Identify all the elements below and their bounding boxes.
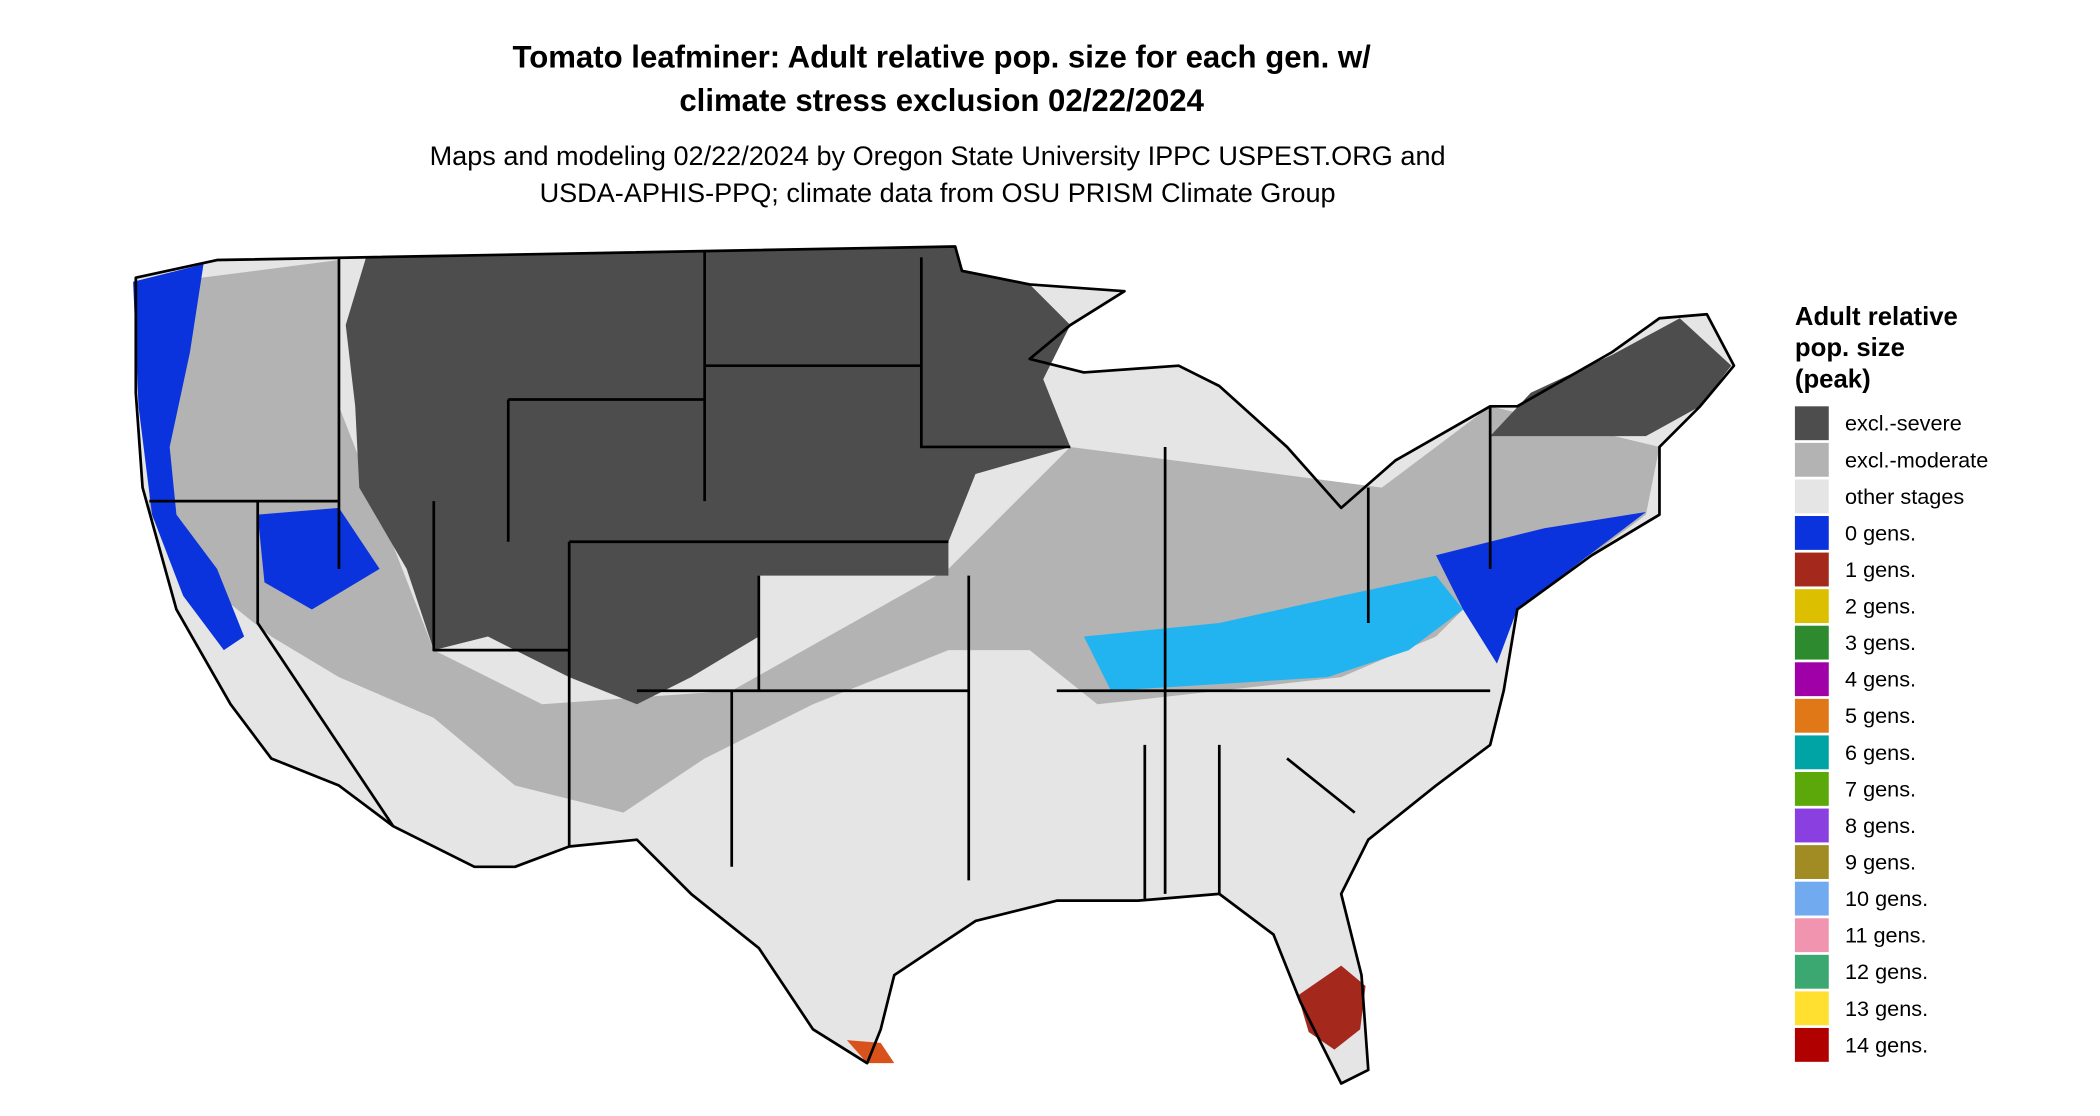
legend-title: Adult relative	[1795, 303, 1958, 331]
legend-swatch	[1794, 881, 1829, 916]
legend-swatch	[1794, 1027, 1829, 1062]
region-0-gens	[133, 264, 245, 651]
legend-label: 1 gens.	[1845, 557, 1916, 582]
legend-swatch	[1794, 735, 1829, 770]
legend-swatch	[1794, 808, 1829, 843]
legend-label: 8 gens.	[1845, 813, 1916, 838]
us-outline	[134, 245, 1736, 1085]
legend: Adult relative pop. size (peak) excl.-se…	[1794, 303, 1988, 1062]
legend-swatch	[1794, 771, 1829, 806]
legend-label: 6 gens.	[1845, 740, 1916, 765]
subtitle-line: Maps and modeling 02/22/2024 by Oregon S…	[430, 140, 1446, 171]
legend-title: (peak)	[1795, 365, 1871, 393]
legend-label: 5 gens.	[1845, 703, 1916, 728]
legend-title: pop. size	[1795, 334, 1905, 362]
region-excl-severe	[1490, 318, 1732, 437]
title-line: Tomato leafminer: Adult relative pop. si…	[513, 40, 1372, 75]
legend-label: 2 gens.	[1845, 594, 1916, 619]
subtitle-line: USDA-APHIS-PPQ; climate data from OSU PR…	[540, 177, 1336, 208]
region-0-gens	[1435, 511, 1646, 664]
legend-label: 12 gens.	[1845, 959, 1928, 984]
state-borders	[149, 251, 1492, 901]
legend-label: excl.-severe	[1845, 411, 1962, 436]
legend-label: 10 gens.	[1845, 886, 1928, 911]
legend-swatch	[1794, 845, 1829, 879]
legend-swatch	[1794, 662, 1829, 697]
us-map	[133, 245, 1736, 1085]
legend-swatch	[1794, 552, 1829, 587]
legend-label: other stages	[1845, 484, 1964, 509]
legend-label: 4 gens.	[1845, 667, 1916, 692]
legend-label: 11 gens.	[1845, 923, 1926, 948]
region-0-gens	[257, 507, 380, 610]
region-excl-severe	[345, 246, 1071, 705]
legend-label: 14 gens.	[1845, 1032, 1928, 1057]
legend-swatch	[1794, 406, 1829, 441]
legend-label: 13 gens.	[1845, 996, 1928, 1021]
title-line: climate stress exclusion 02/22/2024	[679, 83, 1204, 118]
legend-swatch	[1794, 625, 1829, 660]
legend-swatch	[1794, 479, 1829, 514]
legend-label: 0 gens.	[1845, 520, 1916, 545]
legend-swatch	[1794, 918, 1829, 953]
legend-swatch	[1794, 516, 1829, 550]
legend-label: 7 gens.	[1845, 776, 1916, 801]
legend-label: excl.-moderate	[1845, 447, 1988, 472]
legend-swatch	[1794, 698, 1829, 733]
legend-swatch	[1794, 991, 1829, 1026]
legend-swatch	[1794, 442, 1829, 477]
legend-swatch	[1794, 954, 1829, 989]
legend-label: 9 gens.	[1845, 850, 1916, 875]
legend-label: 3 gens.	[1845, 630, 1916, 655]
legend-swatch	[1794, 589, 1829, 624]
